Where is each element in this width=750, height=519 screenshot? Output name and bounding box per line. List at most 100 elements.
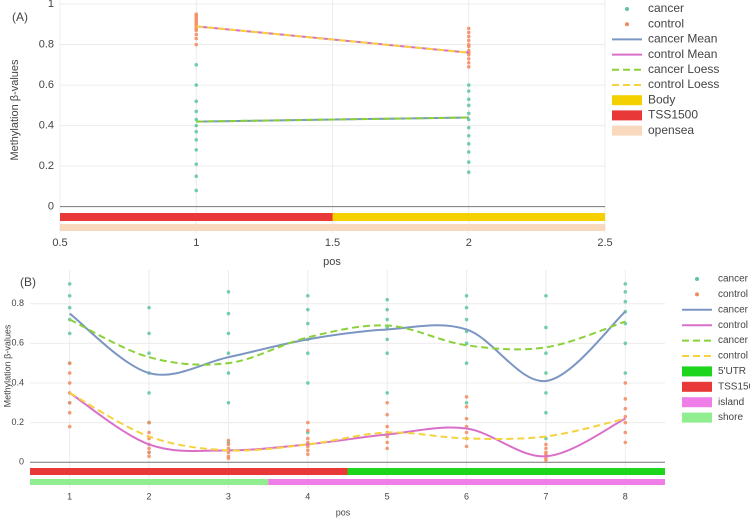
panel-label: (A) [12,10,28,24]
legend-label: island [718,397,744,408]
legend-label: control Mean [648,47,717,61]
data-point [544,293,548,298]
data-point [194,117,199,122]
track-segment [30,479,269,485]
data-point [464,293,469,298]
data-point [623,290,628,294]
legend-label: cancer [648,1,684,15]
data-point [226,371,231,375]
series-line [69,392,626,458]
data-point [466,65,471,69]
data-point [67,424,72,429]
y-tick-label: 0.4 [39,120,54,132]
legend-symbol [682,366,712,377]
data-point [623,299,628,304]
series-line [196,116,469,123]
data-point [385,325,389,330]
data-point [226,446,231,451]
data-point [147,351,151,356]
data-point [306,420,310,425]
data-point [466,103,471,108]
x-tick-label: 7 [543,491,548,501]
data-point [194,148,199,152]
legend-label: control Loess [648,77,719,91]
y-tick-label: 0 [48,201,54,213]
data-point [194,83,199,87]
data-point [544,391,548,395]
y-tick-label: 0.4 [11,377,24,387]
data-point [544,325,548,330]
data-point [306,448,310,453]
track-segment [347,468,665,475]
legend-label: shore [718,412,743,423]
data-point [466,83,471,87]
data-point [466,26,471,31]
data-point [623,282,628,286]
data-point [385,400,389,405]
data-point [306,321,310,326]
y-tick-label: 0.6 [39,79,54,91]
data-point [194,12,199,16]
data-point [464,361,469,365]
data-point [67,293,72,298]
x-tick-label: 2 [466,237,472,249]
data-point [466,97,471,102]
data-point [466,34,471,39]
data-point [466,133,471,138]
data-point [194,109,199,114]
data-point [544,446,548,451]
y-axis-title: Methylation β-values [2,324,12,407]
x-tick-label: 0.5 [52,237,67,249]
data-point [464,444,469,449]
x-tick-label: 6 [464,491,469,501]
data-point [226,351,231,356]
x-tick-label: 4 [305,491,310,501]
plot-background [30,270,665,488]
legend-symbol [682,381,712,392]
data-point [623,371,628,375]
data-point [385,351,389,356]
data-point [306,293,310,298]
legend-symbol [695,277,699,281]
data-point [466,56,471,61]
data-point [544,442,548,447]
legend-symbol [612,125,642,136]
data-point [623,440,628,445]
data-point [194,123,199,128]
data-point [226,438,231,443]
y-tick-label: 0.6 [11,338,24,348]
legend-label: cancer Loess [648,62,719,76]
data-point [194,36,199,41]
series-line [69,318,626,366]
data-point [464,317,469,322]
data-point [466,38,471,43]
legend-label: cancer Mean [718,304,750,315]
data-point [464,400,469,405]
data-point [226,290,231,294]
track-segment [30,468,348,475]
data-point [466,117,471,122]
x-tick-label: 1 [67,491,72,501]
data-point [544,351,548,356]
legend-symbol [695,292,699,297]
data-point [385,317,389,322]
data-point [67,381,72,385]
data-point [466,125,471,130]
data-point [147,391,151,395]
data-point [67,331,72,336]
y-tick-label: 0.2 [11,417,24,427]
data-point [194,32,199,37]
x-tick-label: 5 [385,491,390,501]
legend-symbol [612,110,642,121]
legend-label: control [718,289,748,300]
data-point [306,351,310,356]
data-point [466,111,471,116]
legend-label: cancer Loess [718,335,750,346]
data-point [385,297,389,302]
legend-symbol [625,22,629,27]
legend-label: cancer [718,274,749,285]
data-point [464,404,469,409]
data-point [147,430,151,435]
y-tick-label: 0.2 [39,160,54,172]
data-point [306,436,310,441]
